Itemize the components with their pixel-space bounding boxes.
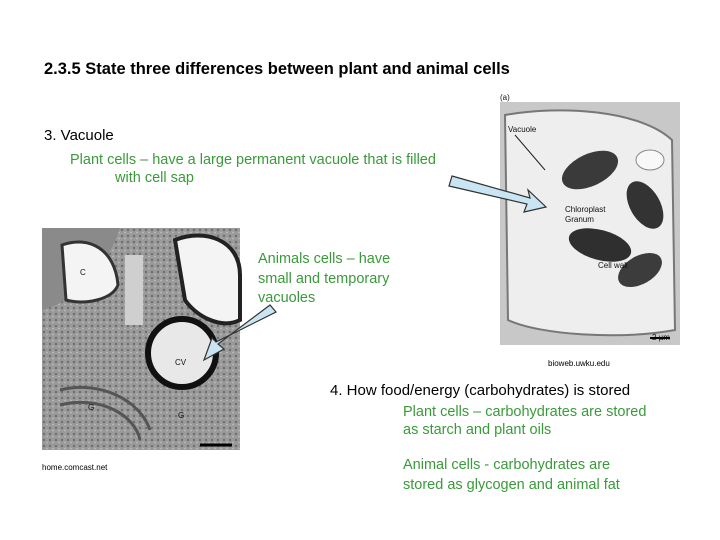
- micrograph-label: C: [80, 268, 86, 277]
- micrograph-label: G: [88, 403, 94, 412]
- animal-micrograph: C CV G G: [42, 228, 242, 450]
- micrograph-label: CV: [175, 358, 187, 367]
- plant-micrograph: (a) Vacuole Chloroplast Granum Cell wall…: [500, 93, 680, 345]
- arrow: [202, 304, 277, 362]
- plant-text: Plant cells – carbohydrates are stored: [403, 404, 646, 420]
- animal-text: Animal cells - carbohydrates are: [403, 457, 610, 473]
- image-source: home.comcast.net: [42, 463, 108, 472]
- micrograph-label: Cell wall: [598, 261, 628, 270]
- micrograph-label: Vacuole: [508, 125, 537, 134]
- section-heading: 3. Vacuole: [44, 127, 114, 144]
- slide-title: 2.3.5 State three differences between pl…: [44, 60, 510, 78]
- arrow: [448, 175, 548, 213]
- plant-text: as starch and plant oils: [403, 422, 551, 438]
- section-heading: 4. How food/energy (carbohydrates) is st…: [330, 382, 630, 399]
- animal-text: stored as glycogen and animal fat: [403, 477, 620, 493]
- micrograph-label: Granum: [565, 215, 594, 224]
- micrograph-label: Chloroplast: [565, 205, 606, 214]
- micrograph-label: G: [178, 411, 184, 420]
- plant-text: Plant cells – have a large permanent vac…: [70, 152, 436, 168]
- plant-text: with cell sap: [114, 170, 194, 186]
- image-source: bioweb.uwku.edu: [548, 359, 610, 368]
- animal-text: Animals cells – have: [258, 251, 390, 267]
- animal-text: small and temporary: [258, 271, 390, 287]
- animal-text: vacuoles: [258, 290, 315, 306]
- micrograph-label: 2 µm: [652, 333, 670, 342]
- micrograph-label: (a): [500, 93, 510, 102]
